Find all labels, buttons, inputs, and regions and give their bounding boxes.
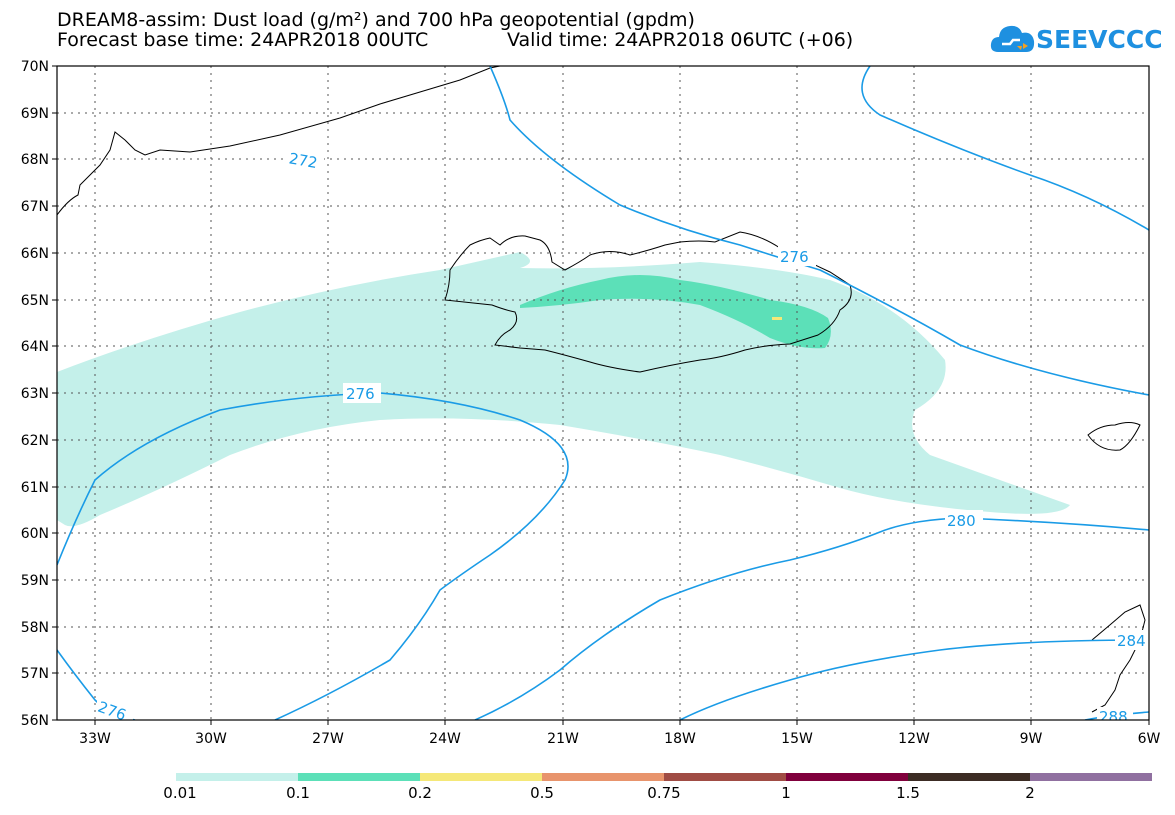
graticule [57, 66, 1149, 720]
lat-label: 63N [21, 386, 49, 402]
lon-label: 18W [664, 731, 696, 747]
colorbar-swatch [176, 773, 298, 781]
contour-272-b [861, 66, 1149, 231]
colorbar-swatch [664, 773, 786, 781]
lon-label: 33W [79, 731, 111, 747]
axis-ticks [52, 65, 1150, 725]
contour-label-276-north: 276 [780, 248, 809, 266]
colorbar-label: 0.2 [408, 784, 432, 802]
dust-area-high [772, 317, 782, 320]
colorbar [176, 773, 1152, 781]
colorbar-swatch [786, 773, 908, 781]
contour-label-288: 288 [1099, 708, 1128, 726]
colorbar-label: 2 [1025, 784, 1035, 802]
colorbar-label: 0.1 [286, 784, 310, 802]
contour-label-284: 284 [1117, 632, 1146, 650]
colorbar-swatch [1030, 773, 1152, 781]
lat-label: 62N [21, 433, 49, 449]
contour-280 [474, 517, 1149, 720]
lat-label: 66N [21, 246, 49, 262]
contour-284 [679, 639, 1149, 720]
lon-label: 27W [312, 731, 344, 747]
lat-label: 56N [21, 713, 49, 729]
lon-label: 12W [898, 731, 930, 747]
lon-label: 30W [195, 731, 227, 747]
lat-label: 59N [21, 573, 49, 589]
lat-label: 61N [21, 480, 49, 496]
contour-label-280: 280 [947, 512, 976, 530]
colorbar-swatch [420, 773, 542, 781]
lat-label: 60N [21, 526, 49, 542]
colorbar-swatch [298, 773, 420, 781]
valid-time: Valid time: 24APR2018 06UTC (+06) [507, 29, 854, 51]
colorbar-label: 0.75 [647, 784, 681, 802]
contour-272-a [489, 66, 1149, 396]
geopotential-contours [57, 66, 1149, 720]
lat-label: 58N [21, 620, 49, 636]
colorbar-swatch [542, 773, 664, 781]
colorbar-label: 0.5 [530, 784, 554, 802]
seevccc-logo: SEEVCCC [990, 22, 1163, 58]
colorbar-swatch [908, 773, 1030, 781]
contour-label-272: 272 [288, 149, 319, 172]
scotland-coast [1091, 604, 1146, 713]
lat-label: 69N [21, 106, 49, 122]
faroe-coast [1087, 422, 1141, 451]
lon-label: 9W [1020, 731, 1043, 747]
time-info: Forecast base time: 24APR2018 00UTC Valid… [57, 29, 853, 51]
greenland-coast [57, 66, 501, 216]
colorbar-label: 1 [781, 784, 791, 802]
lon-label: 24W [429, 731, 461, 747]
longitude-labels: 33W 30W 27W 24W 21W 18W 15W 12W 9W 6W [79, 731, 1160, 747]
lon-label: 15W [781, 731, 813, 747]
map-content: 272 276 276 280 276 284 288 [57, 66, 1149, 726]
colorbar-label: 0.01 [163, 784, 197, 802]
lat-label: 64N [21, 339, 49, 355]
lat-label: 65N [21, 293, 49, 309]
lon-label: 6W [1138, 731, 1161, 747]
contour-276-main [57, 392, 569, 720]
lat-label: 57N [21, 666, 49, 682]
dust-area-mid [520, 275, 831, 349]
lat-label: 67N [21, 199, 49, 215]
lat-label: 68N [21, 152, 49, 168]
forecast-base-time: Forecast base time: 24APR2018 00UTC [57, 29, 429, 51]
colorbar-label: 1.5 [896, 784, 920, 802]
lon-label: 21W [547, 731, 579, 747]
contour-label-276-west: 276 [346, 385, 375, 403]
latitude-labels: 70N 69N 68N 67N 66N 65N 64N 63N 62N 61N … [21, 59, 49, 729]
map-title: DREAM8-assim: Dust load (g/m²) and 700 h… [57, 9, 695, 31]
cloud-icon [990, 25, 1035, 52]
lat-label: 70N [21, 59, 49, 75]
logo-text: SEEVCCC [1036, 25, 1163, 54]
